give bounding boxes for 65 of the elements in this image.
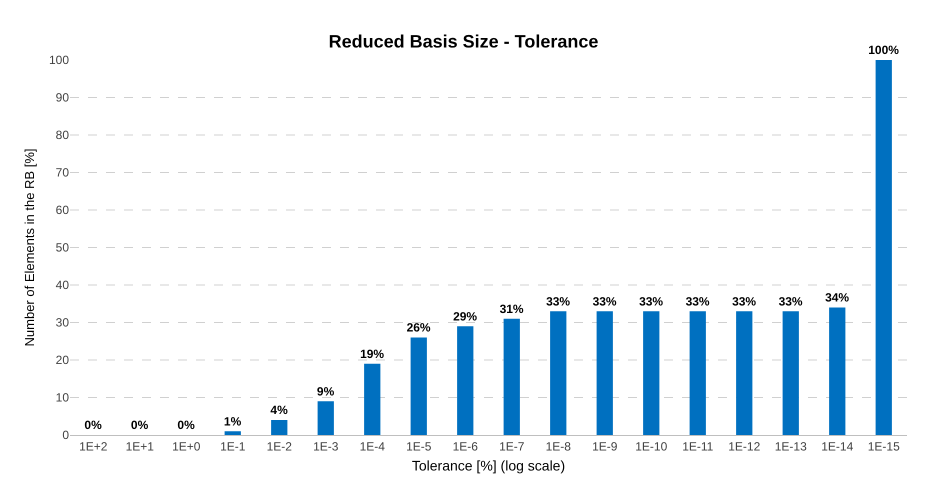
- data-label: 31%: [500, 302, 524, 316]
- data-label: 4%: [270, 403, 288, 417]
- x-tick-label: 1E-14: [821, 439, 854, 454]
- bar: [410, 338, 427, 435]
- bar: [643, 311, 660, 435]
- y-tick-label: 80: [56, 128, 70, 142]
- data-label: 33%: [592, 294, 617, 308]
- y-tick-label: 20: [56, 353, 70, 368]
- bar: [504, 318, 520, 435]
- data-label: 1%: [224, 414, 242, 428]
- x-tick-label: 1E-3: [313, 439, 339, 454]
- x-tick-label: 1E-12: [728, 439, 761, 454]
- bar: [690, 311, 706, 435]
- data-label: 34%: [825, 290, 850, 304]
- x-tick-label: 1E-11: [682, 439, 714, 454]
- y-tick-label: 100: [48, 53, 70, 68]
- x-tick-label: 1E-8: [546, 439, 572, 454]
- bar: [318, 401, 334, 435]
- bar: [829, 308, 846, 435]
- data-label: 33%: [778, 294, 803, 308]
- x-tick-label: 1E-4: [360, 439, 386, 454]
- x-tick-label: 1E+1: [126, 439, 154, 454]
- bar: [271, 420, 288, 435]
- x-axis-title: Tolerance [%] (log scale): [412, 458, 566, 474]
- data-label: 19%: [360, 346, 384, 361]
- y-axis-title: Number of Elements in the RB [%]: [22, 148, 37, 346]
- y-tick-label: 90: [56, 90, 70, 105]
- data-label: 0%: [177, 418, 196, 432]
- bar: [457, 326, 474, 435]
- data-label: 29%: [453, 309, 478, 324]
- data-label: 9%: [316, 384, 335, 398]
- x-tick-label: 1E+0: [172, 439, 201, 454]
- bar: [876, 60, 892, 435]
- x-tick-label: 1E+2: [79, 439, 108, 454]
- chart-title: Reduced Basis Size - Tolerance: [328, 31, 598, 52]
- bar: [596, 311, 613, 435]
- x-tick-label: 1E-9: [592, 439, 618, 454]
- data-label: 33%: [686, 294, 710, 308]
- data-label: 33%: [639, 294, 664, 308]
- x-tick-label: 1E-10: [635, 439, 668, 454]
- x-tick-label: 1E-6: [452, 439, 478, 454]
- y-tick-label: 0: [62, 428, 70, 442]
- x-tick-label: 1E-2: [266, 439, 292, 454]
- x-tick-label: 1E-7: [499, 439, 525, 454]
- data-label: 33%: [546, 294, 570, 308]
- y-tick-label: 60: [56, 203, 70, 218]
- data-label: 26%: [406, 320, 431, 334]
- y-tick-label: 40: [56, 278, 70, 292]
- data-label: 0%: [84, 418, 102, 432]
- y-tick-label: 70: [56, 166, 70, 180]
- bar: [736, 311, 752, 435]
- x-tick-label: 1E-15: [868, 439, 900, 454]
- bar: [782, 311, 799, 435]
- data-label: 100%: [868, 43, 900, 57]
- x-tick-label: 1E-1: [220, 439, 246, 454]
- bar: [550, 311, 566, 435]
- x-tick-label: 1E-5: [406, 439, 432, 454]
- data-label: 0%: [130, 418, 149, 432]
- y-tick-label: 30: [56, 316, 70, 330]
- data-label: 33%: [732, 294, 756, 308]
- y-tick-label: 10: [56, 390, 70, 405]
- y-tick-label: 50: [56, 240, 70, 255]
- bar: [364, 364, 380, 435]
- bar: [224, 431, 241, 435]
- x-tick-label: 1E-13: [774, 439, 808, 454]
